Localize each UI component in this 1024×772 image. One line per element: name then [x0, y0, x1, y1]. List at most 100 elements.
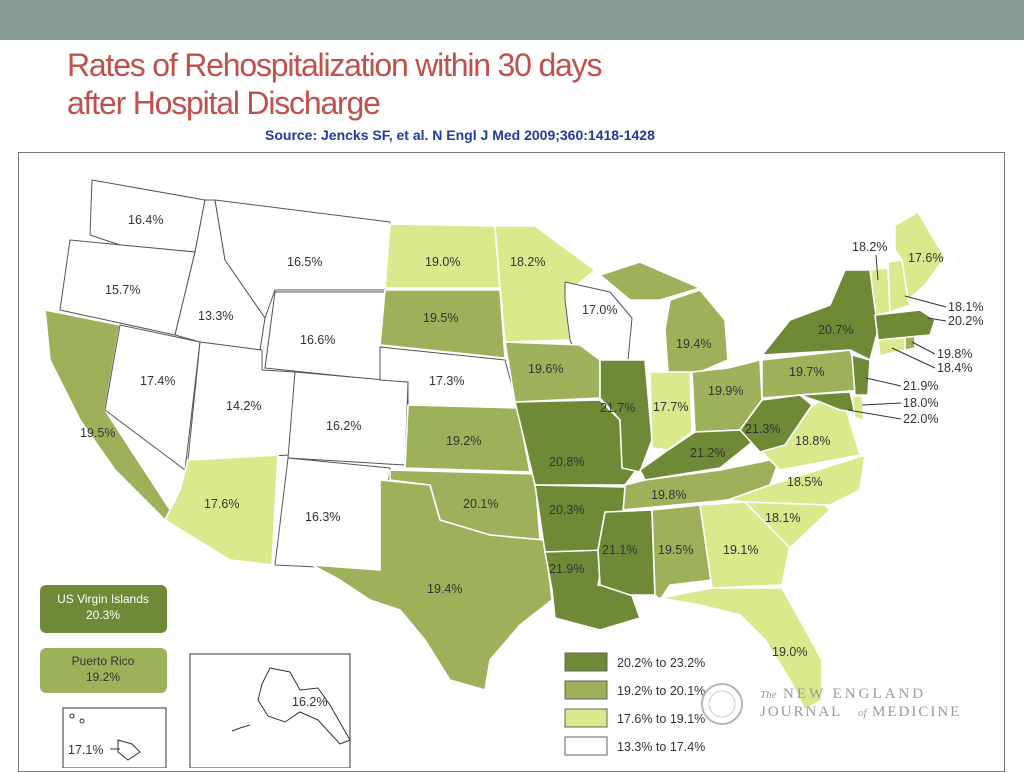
aleutian-islands	[231, 724, 251, 732]
slide-title: Rates of Rehospitalization within 30 day…	[67, 46, 602, 122]
label-tn: 19.8%	[651, 488, 686, 502]
label-me: 17.6%	[908, 251, 943, 265]
label-pa: 19.7%	[789, 365, 824, 379]
label-wa: 16.4%	[128, 213, 163, 227]
legend-swatch-3	[564, 708, 608, 728]
label-ga: 19.1%	[723, 543, 758, 557]
label-ny: 20.7%	[818, 323, 853, 337]
label-ok: 20.1%	[463, 497, 498, 511]
legend-label-3: 17.6% to 19.1%	[617, 712, 705, 726]
nejm-seal-icon	[701, 683, 743, 725]
hawaii-island-kauai	[69, 713, 75, 719]
callout-line-nj	[865, 377, 902, 387]
label-mi: 19.4%	[676, 337, 711, 351]
label-ct: 18.4%	[937, 361, 972, 375]
label-nc: 18.5%	[787, 475, 822, 489]
puerto-rico-name: Puerto Rico	[72, 654, 135, 668]
label-or: 15.7%	[105, 283, 140, 297]
state-ny	[761, 269, 879, 361]
state-mt	[214, 199, 391, 319]
state-mi-upper	[599, 261, 701, 301]
label-ri: 19.8%	[937, 347, 972, 361]
label-wi: 17.0%	[582, 303, 617, 317]
state-nj	[851, 354, 871, 396]
virgin-islands-value: 20.3%	[86, 608, 120, 622]
label-ar: 20.3%	[549, 503, 584, 517]
label-nd: 19.0%	[425, 255, 460, 269]
state-fl	[659, 587, 823, 711]
nejm-logo-medicine: MEDICINE	[872, 704, 961, 720]
nejm-logo-journal: JOURNAL	[760, 704, 842, 720]
legend-label-4: 13.3% to 17.4%	[617, 740, 705, 754]
label-il: 21.7%	[600, 401, 635, 415]
legend-swatch-2	[564, 680, 608, 700]
legend-swatch-4	[564, 736, 608, 756]
title-line-2: after Hospital Discharge	[67, 85, 381, 121]
label-la: 21.9%	[549, 562, 584, 576]
label-va: 18.8%	[795, 434, 830, 448]
state-me	[894, 211, 946, 301]
state-nc	[727, 454, 866, 506]
source-citation: Source: Jencks SF, et al. N Engl J Med 2…	[265, 127, 655, 143]
label-mo: 20.8%	[549, 455, 584, 469]
legend-label-1: 20.2% to 23.2%	[617, 656, 705, 670]
nejm-logo-line1: NEW ENGLAND	[783, 686, 926, 702]
label-hi: 17.1%	[68, 743, 103, 757]
state-sd	[379, 289, 506, 359]
state-de	[851, 395, 865, 421]
state-ks	[404, 404, 531, 473]
callout-line-md	[847, 409, 902, 420]
title-line-1: Rates of Rehospitalization within 30 day…	[67, 47, 602, 83]
label-de: 18.0%	[903, 396, 938, 410]
hawaii-island-oahu	[79, 718, 85, 724]
puerto-rico-box	[40, 648, 167, 693]
label-md: 22.0%	[903, 412, 938, 426]
callout-line-vt	[875, 254, 879, 281]
label-sd: 19.5%	[423, 311, 458, 325]
state-ak	[257, 667, 351, 745]
label-nm: 16.3%	[305, 510, 340, 524]
state-tn	[621, 457, 781, 511]
state-mi	[664, 289, 729, 373]
hawaii-big-island	[117, 739, 141, 761]
label-ks: 19.2%	[446, 434, 481, 448]
label-ia: 19.6%	[528, 362, 563, 376]
label-ma: 20.2%	[948, 314, 983, 328]
label-fl: 19.0%	[772, 645, 807, 659]
label-al: 19.5%	[658, 543, 693, 557]
slide-top-bar	[0, 0, 1024, 40]
virgin-islands-name: US Virgin Islands	[57, 592, 149, 606]
legend-swatch-1	[564, 652, 608, 672]
state-ma	[874, 309, 936, 341]
label-mt: 16.5%	[287, 255, 322, 269]
nejm-logo: The NEW ENGLAND JOURNAL of MEDICINE	[701, 683, 961, 725]
label-ak: 16.2%	[292, 695, 327, 709]
callout-line-ma	[927, 317, 947, 322]
callout-line-ct	[891, 347, 936, 369]
state-md	[799, 391, 856, 413]
label-co: 16.2%	[326, 419, 361, 433]
label-oh: 19.9%	[708, 384, 743, 398]
label-vt: 18.2%	[852, 240, 887, 254]
puerto-rico-value: 19.2%	[86, 670, 120, 684]
label-tx: 19.4%	[427, 582, 462, 596]
map-legend: 20.2% to 23.2% 19.2% to 20.1% 17.6% to 1…	[564, 652, 705, 756]
label-mn: 18.2%	[510, 255, 545, 269]
label-wy: 16.6%	[300, 333, 335, 347]
state-tx	[311, 479, 553, 691]
nejm-logo-of: of	[858, 707, 869, 719]
virgin-islands-box	[40, 585, 167, 633]
nejm-seal-inner-ring	[708, 690, 736, 718]
callout-line-de	[861, 402, 902, 406]
label-ky: 21.2%	[690, 446, 725, 460]
state-nh	[887, 259, 911, 313]
label-id: 13.3%	[198, 309, 233, 323]
state-az	[164, 454, 279, 566]
label-nv: 17.4%	[140, 374, 175, 388]
legend-label-2: 19.2% to 20.1%	[617, 684, 705, 698]
label-in: 17.7%	[653, 400, 688, 414]
label-sc: 18.1%	[765, 511, 800, 525]
label-wv: 21.3%	[745, 422, 780, 436]
state-il	[599, 359, 653, 473]
